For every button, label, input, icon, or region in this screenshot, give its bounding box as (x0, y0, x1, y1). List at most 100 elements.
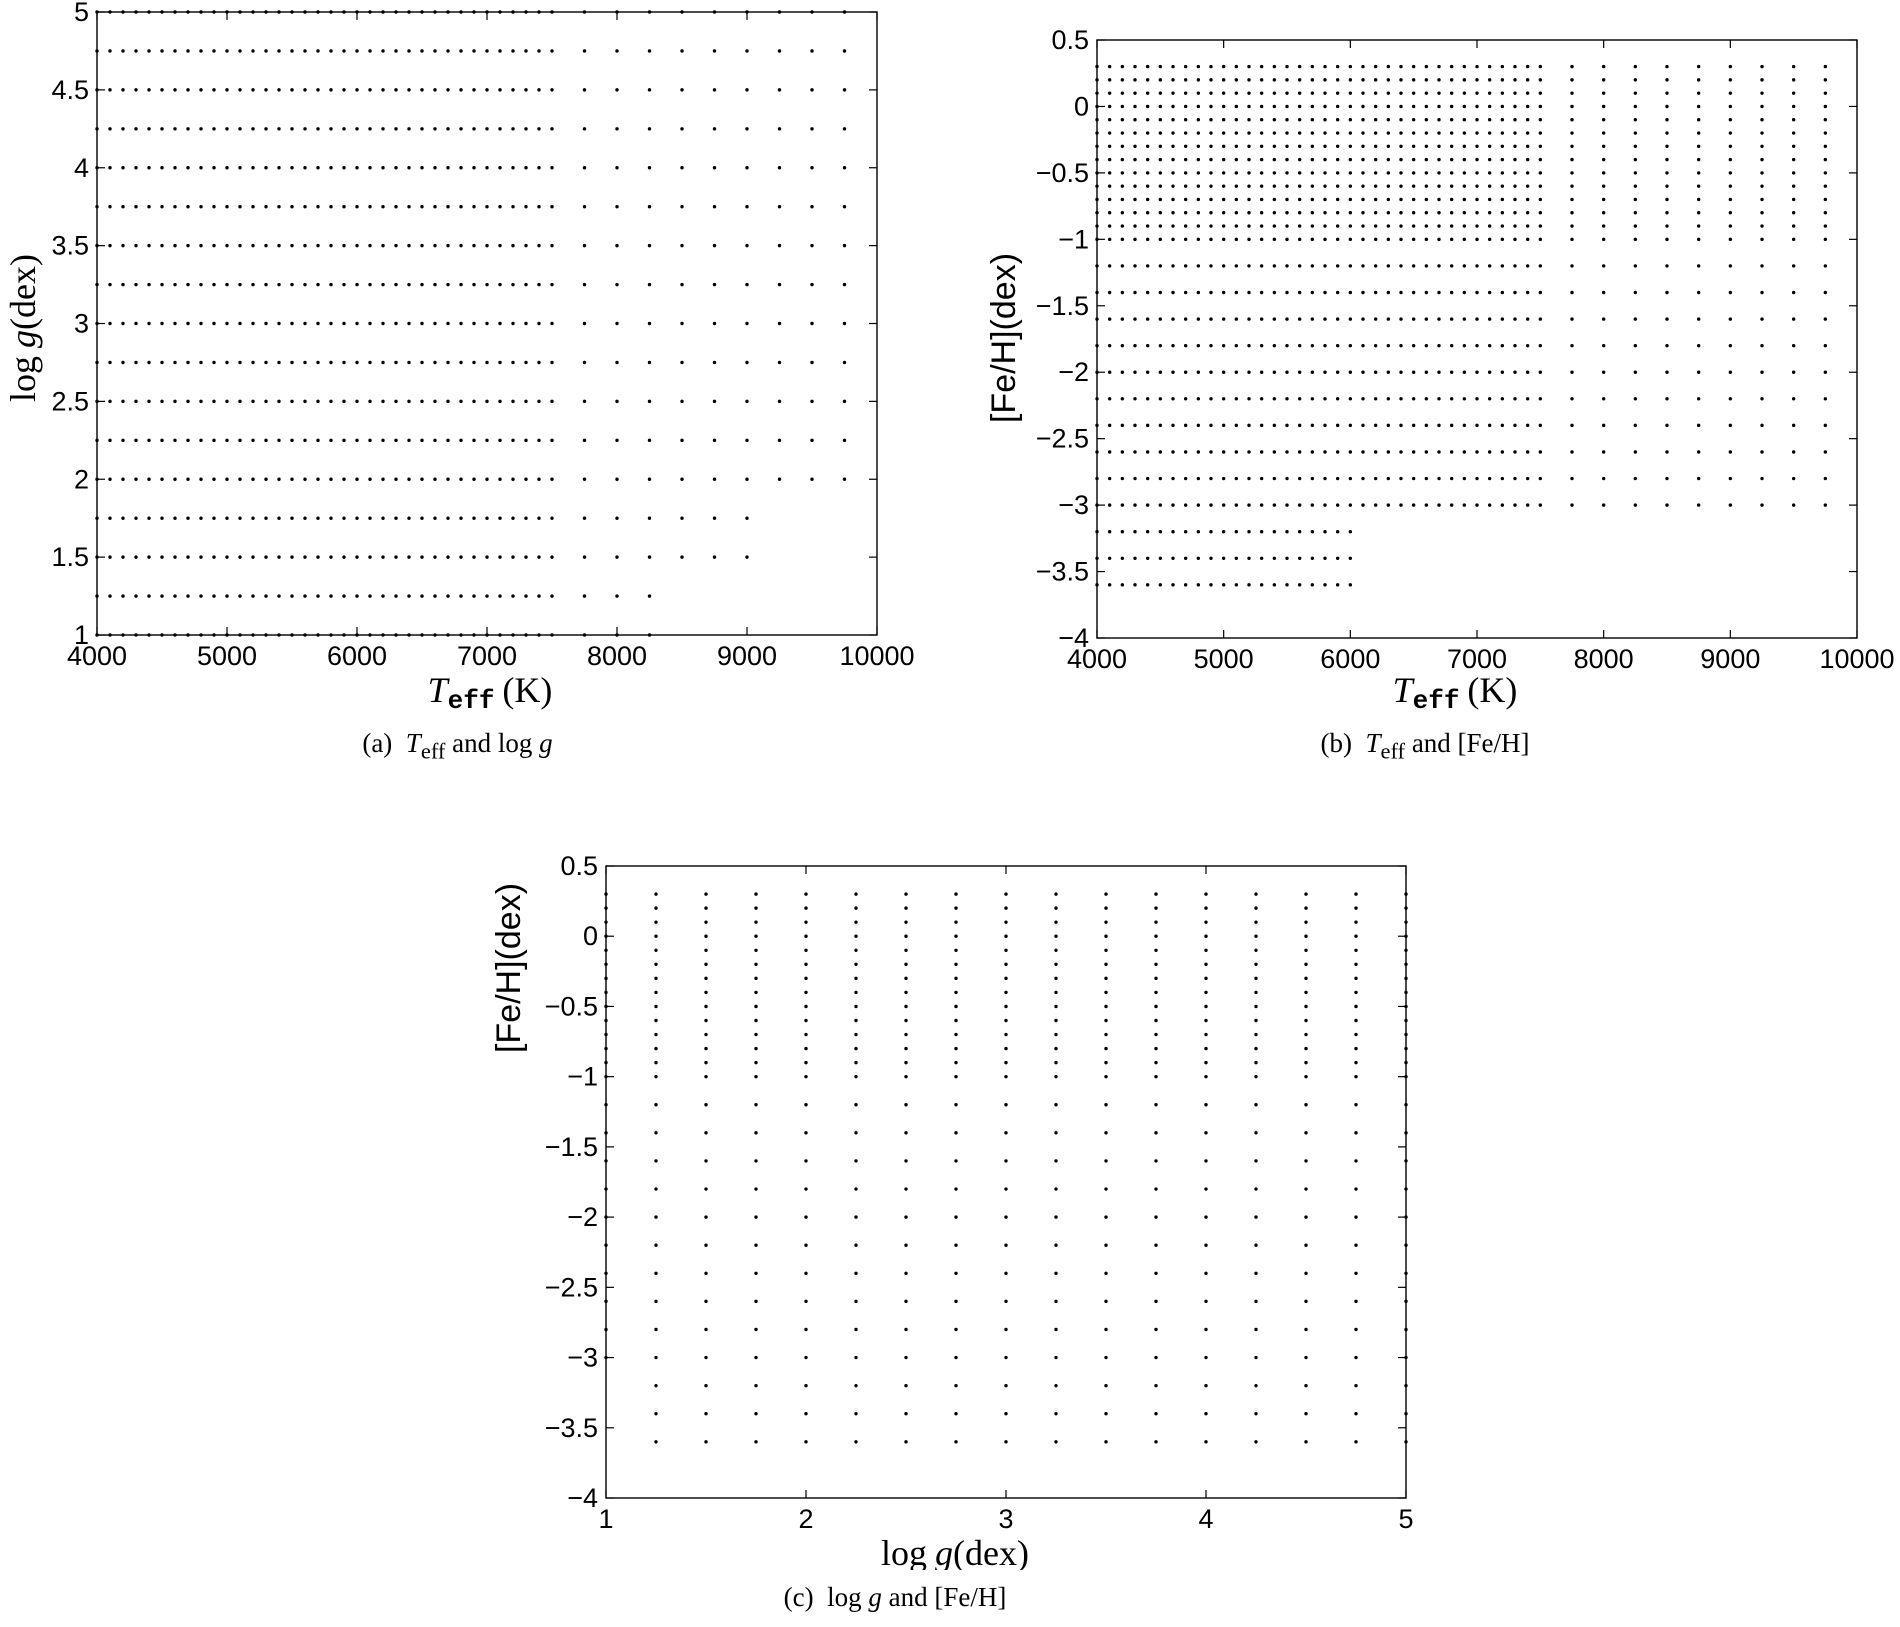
data-point (1386, 78, 1391, 82)
data-point (1259, 343, 1264, 348)
data-point (446, 321, 450, 326)
data-point (1183, 397, 1188, 401)
data-point (1234, 118, 1239, 122)
x-tick-label: 7000 (1447, 644, 1507, 674)
data-point (1570, 64, 1574, 69)
data-point (704, 1440, 708, 1444)
chart-c-ylabel: [Fe/H](dex) (490, 883, 528, 1053)
data-point (1449, 184, 1454, 188)
data-point (303, 127, 307, 131)
data-point (238, 321, 242, 326)
data-point (1158, 131, 1163, 135)
data-point (1386, 450, 1391, 454)
data-point (1373, 211, 1378, 215)
data-point (1254, 1383, 1258, 1388)
data-point (524, 204, 528, 209)
data-point (1145, 556, 1150, 560)
data-point (1487, 476, 1492, 481)
data-point (355, 243, 359, 248)
data-point (704, 934, 708, 938)
data-point (1538, 264, 1543, 268)
data-point (225, 321, 229, 326)
data-point (1437, 423, 1441, 428)
data-point (1145, 171, 1150, 175)
data-point (1335, 104, 1340, 109)
data-point (777, 438, 782, 443)
data-point (303, 204, 307, 209)
data-point (1285, 529, 1289, 534)
data-point (1513, 144, 1517, 149)
data-point (1500, 290, 1505, 295)
data-point (1183, 211, 1188, 215)
data-point (1323, 343, 1327, 348)
data-point (1462, 78, 1467, 82)
chart-b-caption: (b) Teff and [Fe/H] (1320, 728, 1530, 764)
data-point (1183, 556, 1188, 560)
data-point (1145, 397, 1150, 401)
data-point (108, 49, 112, 53)
data-point (954, 934, 958, 938)
data-point (381, 516, 385, 520)
data-point (407, 594, 411, 598)
data-point (654, 1060, 658, 1065)
data-point (647, 243, 652, 248)
data-point (615, 594, 619, 598)
data-point (1513, 184, 1517, 188)
data-point (1601, 224, 1606, 228)
data-point (1272, 131, 1277, 135)
data-point (582, 321, 587, 326)
data-point (147, 360, 151, 365)
data-point (1054, 934, 1058, 938)
data-point (1004, 1187, 1008, 1191)
data-point (1462, 237, 1467, 242)
data-point (511, 243, 515, 248)
data-point (1120, 450, 1125, 454)
data-point (1373, 423, 1378, 428)
data-point (1154, 1032, 1158, 1037)
data-point (1462, 370, 1467, 374)
data-point (1304, 1412, 1308, 1416)
data-point (854, 1060, 858, 1065)
data-point (1133, 290, 1137, 295)
data-point (329, 49, 333, 53)
data-point (1004, 1018, 1008, 1023)
data-point (186, 360, 190, 365)
data-point (654, 976, 658, 981)
data-point (1196, 144, 1201, 149)
data-point (251, 321, 255, 326)
data-point (1209, 370, 1213, 374)
data-point (1538, 476, 1543, 481)
data-point (1304, 1103, 1308, 1107)
data-point (804, 906, 808, 910)
data-point (1204, 1046, 1208, 1051)
data-point (108, 243, 112, 248)
data-point (704, 1004, 708, 1009)
data-point (1004, 906, 1008, 910)
data-point (394, 49, 398, 53)
data-point (1285, 583, 1289, 587)
data-point (1525, 290, 1530, 295)
data-point (1335, 64, 1340, 69)
data-point (1335, 503, 1340, 507)
data-point (704, 976, 708, 981)
data-point (485, 282, 489, 287)
data-point (394, 243, 398, 248)
data-point (1054, 1271, 1058, 1275)
chart-b-xlabel: Teff (K) (1393, 670, 1518, 710)
data-point (1297, 184, 1302, 188)
data-point (1728, 264, 1733, 268)
data-point (1665, 104, 1669, 109)
data-point (842, 204, 847, 209)
data-point (472, 166, 476, 170)
chart-a-xlabel: Teff (K) (428, 670, 553, 710)
data-point (704, 1327, 708, 1332)
data-point (1570, 317, 1574, 321)
data-point (1500, 197, 1505, 202)
data-point (712, 166, 717, 170)
data-point (1760, 370, 1764, 374)
data-point (1696, 317, 1701, 321)
data-point (1304, 1074, 1308, 1079)
data-point (1570, 104, 1574, 109)
data-point (446, 243, 450, 248)
data-point (134, 321, 138, 326)
